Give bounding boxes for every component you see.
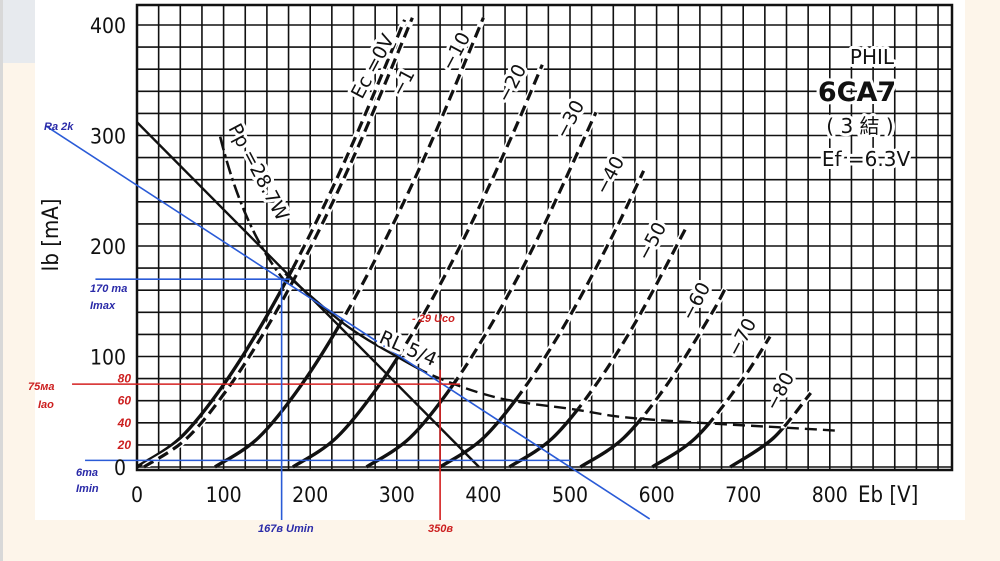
plate-curve-solid bbox=[508, 408, 581, 469]
plate-curve-dashed bbox=[640, 288, 727, 418]
red-y-tick-label: 80 bbox=[118, 372, 132, 386]
y-tick-label: 100 bbox=[90, 346, 126, 370]
load-curve-dashed bbox=[422, 369, 836, 432]
ra-load-line bbox=[44, 124, 651, 520]
grid bbox=[135, 3, 954, 472]
plate-curve-solid bbox=[729, 428, 785, 469]
plate-curve-dashed bbox=[455, 111, 598, 379]
umin-label: 167в Umin bbox=[258, 523, 314, 535]
imin-label: Imin bbox=[76, 483, 99, 495]
plot-frame bbox=[135, 3, 954, 472]
x-tick-label: 300 bbox=[379, 483, 415, 507]
curve-halo bbox=[512, 169, 647, 399]
plate-curve-solid bbox=[439, 398, 519, 469]
uco-label: - 29 Uco bbox=[412, 313, 455, 325]
plate-curve-solid bbox=[651, 423, 711, 469]
left-edge bbox=[0, 0, 3, 561]
x-tick-label: 0 bbox=[131, 483, 143, 507]
load-curve-solid bbox=[284, 272, 423, 373]
x-tick-label: 200 bbox=[292, 483, 328, 507]
heater-voltage-label: Ef =6.3V bbox=[822, 147, 911, 171]
plate-curve-dashed bbox=[396, 64, 544, 357]
imax-value: 170 ma bbox=[90, 283, 127, 295]
curve-halo bbox=[778, 391, 814, 429]
curves bbox=[136, 16, 836, 469]
iao-value: 75ма bbox=[28, 381, 55, 393]
plate-curve-dashed bbox=[706, 335, 772, 424]
x-tick-label: 500 bbox=[552, 483, 588, 507]
plate-curve-dashed bbox=[576, 228, 687, 409]
y-tick-label: 300 bbox=[90, 125, 126, 149]
tube-type-label: 6CA7 bbox=[818, 77, 896, 108]
imin-value: 6ma bbox=[76, 467, 98, 479]
annotation-lines bbox=[44, 124, 651, 521]
power-dissipation-curve bbox=[218, 136, 287, 284]
x-tick-label: 800 bbox=[812, 483, 848, 507]
ua-label: 350в bbox=[428, 523, 453, 535]
x-tick-label: 100 bbox=[206, 483, 242, 507]
plate-curve-solid bbox=[213, 323, 343, 469]
imax-label: Imax bbox=[90, 300, 116, 312]
plate-curve-solid bbox=[365, 378, 460, 469]
red-y-tick-label: 20 bbox=[117, 438, 132, 452]
ra-label: Ra 2k bbox=[44, 121, 74, 133]
connection-label: ( 3 結 ) bbox=[826, 114, 893, 138]
plate-curve-dashed bbox=[143, 17, 414, 467]
x-axis-label: Eb [V] bbox=[858, 483, 918, 508]
maker-label: PHIL bbox=[850, 45, 895, 69]
x-tick-label: 400 bbox=[465, 483, 501, 507]
y-axis-label: Ib [mA] bbox=[39, 199, 64, 272]
plate-curve-solid bbox=[579, 417, 645, 469]
x-tick-label: 600 bbox=[639, 483, 675, 507]
y-tick-label: 0 bbox=[114, 456, 126, 480]
plate-curve-solid bbox=[291, 356, 401, 469]
y-tick-label: 200 bbox=[90, 235, 126, 259]
ticks: 0 100 200 300 400 500 600 700 800 0 100 200 300 400 80… bbox=[90, 14, 848, 507]
x-tick-label: 700 bbox=[725, 483, 761, 507]
curve-halo bbox=[289, 18, 408, 269]
red-y-tick-label: 40 bbox=[117, 416, 132, 430]
corner-block bbox=[3, 0, 35, 63]
curve-halo bbox=[336, 16, 487, 324]
plate-curve-solid bbox=[136, 268, 295, 469]
iao-label: Iao bbox=[38, 399, 54, 411]
red-y-tick-label: 60 bbox=[118, 394, 132, 408]
y-tick-label: 400 bbox=[90, 14, 126, 38]
